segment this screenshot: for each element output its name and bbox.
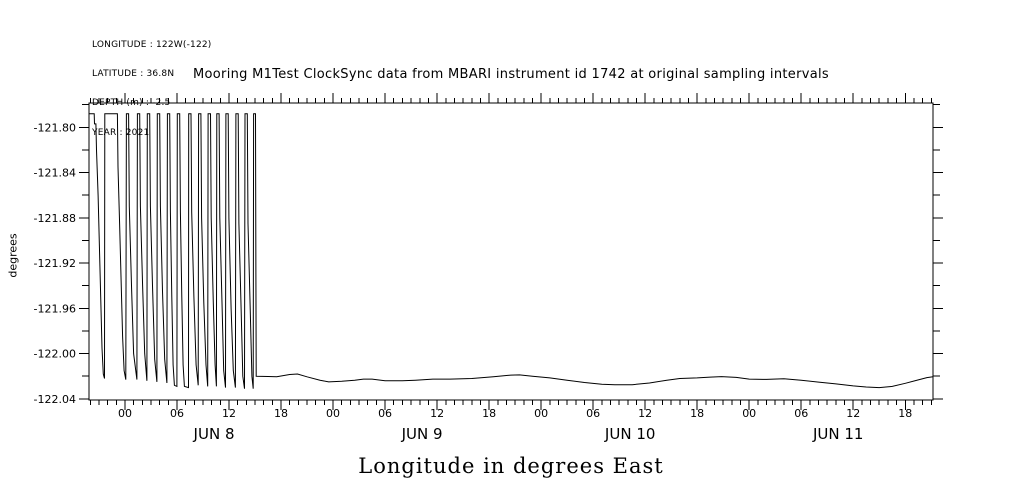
y-tick-label: -121.96	[34, 302, 76, 315]
x-day-label: JUN 10	[604, 425, 655, 443]
data-series-line	[89, 113, 934, 389]
y-tick-label: -122.04	[34, 393, 76, 406]
x-tick-label: 00	[534, 407, 548, 420]
y-axis-label: degrees	[6, 233, 20, 278]
y-tick-label: -121.84	[34, 167, 76, 180]
x-tick-label: 00	[742, 407, 756, 420]
x-tick-label: 18	[482, 407, 496, 420]
x-tick-label: 18	[274, 407, 288, 420]
x-day-label: JUN 9	[401, 425, 443, 443]
x-tick-label: 06	[586, 407, 600, 420]
y-tick-label: -122.00	[34, 348, 76, 361]
y-tick-label: -121.80	[34, 121, 76, 134]
x-tick-label: 12	[638, 407, 652, 420]
x-tick-label: 00	[326, 407, 340, 420]
info-latitude: LATITUDE : 36.8N	[92, 68, 175, 79]
x-tick-label: 06	[794, 407, 808, 420]
x-tick-label: 06	[378, 407, 392, 420]
x-tick-label: 12	[846, 407, 860, 420]
chart-title: Mooring M1Test ClockSync data from MBARI…	[193, 67, 829, 82]
x-tick-label: 12	[222, 407, 236, 420]
x-tick-label: 12	[430, 407, 444, 420]
x-day-label: JUN 11	[812, 425, 863, 443]
y-tick-label: -121.92	[34, 257, 76, 270]
x-tick-label: 00	[118, 407, 132, 420]
x-day-label: JUN 8	[193, 425, 235, 443]
info-longitude: LONGITUDE : 122W(-122)	[92, 39, 212, 50]
x-tick-label: 18	[690, 407, 704, 420]
x-axis-label: Longitude in degrees East	[358, 454, 664, 478]
y-tick-label: -121.88	[34, 212, 76, 225]
x-tick-label: 06	[170, 407, 184, 420]
x-tick-label: 18	[898, 407, 912, 420]
axis-box	[88, 102, 934, 401]
